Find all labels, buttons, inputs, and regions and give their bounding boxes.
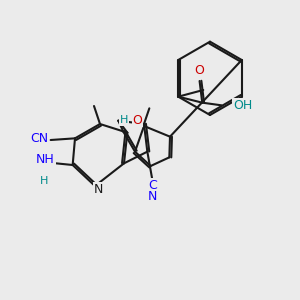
Text: O: O: [195, 64, 205, 77]
Text: N: N: [94, 183, 103, 196]
Text: H: H: [120, 115, 128, 125]
Text: H: H: [40, 176, 49, 186]
Text: NH: NH: [36, 153, 55, 166]
Text: OH: OH: [233, 99, 253, 112]
Text: C: C: [148, 179, 157, 192]
Text: CN: CN: [30, 132, 48, 145]
Text: O: O: [132, 113, 142, 127]
Text: N: N: [148, 190, 158, 203]
